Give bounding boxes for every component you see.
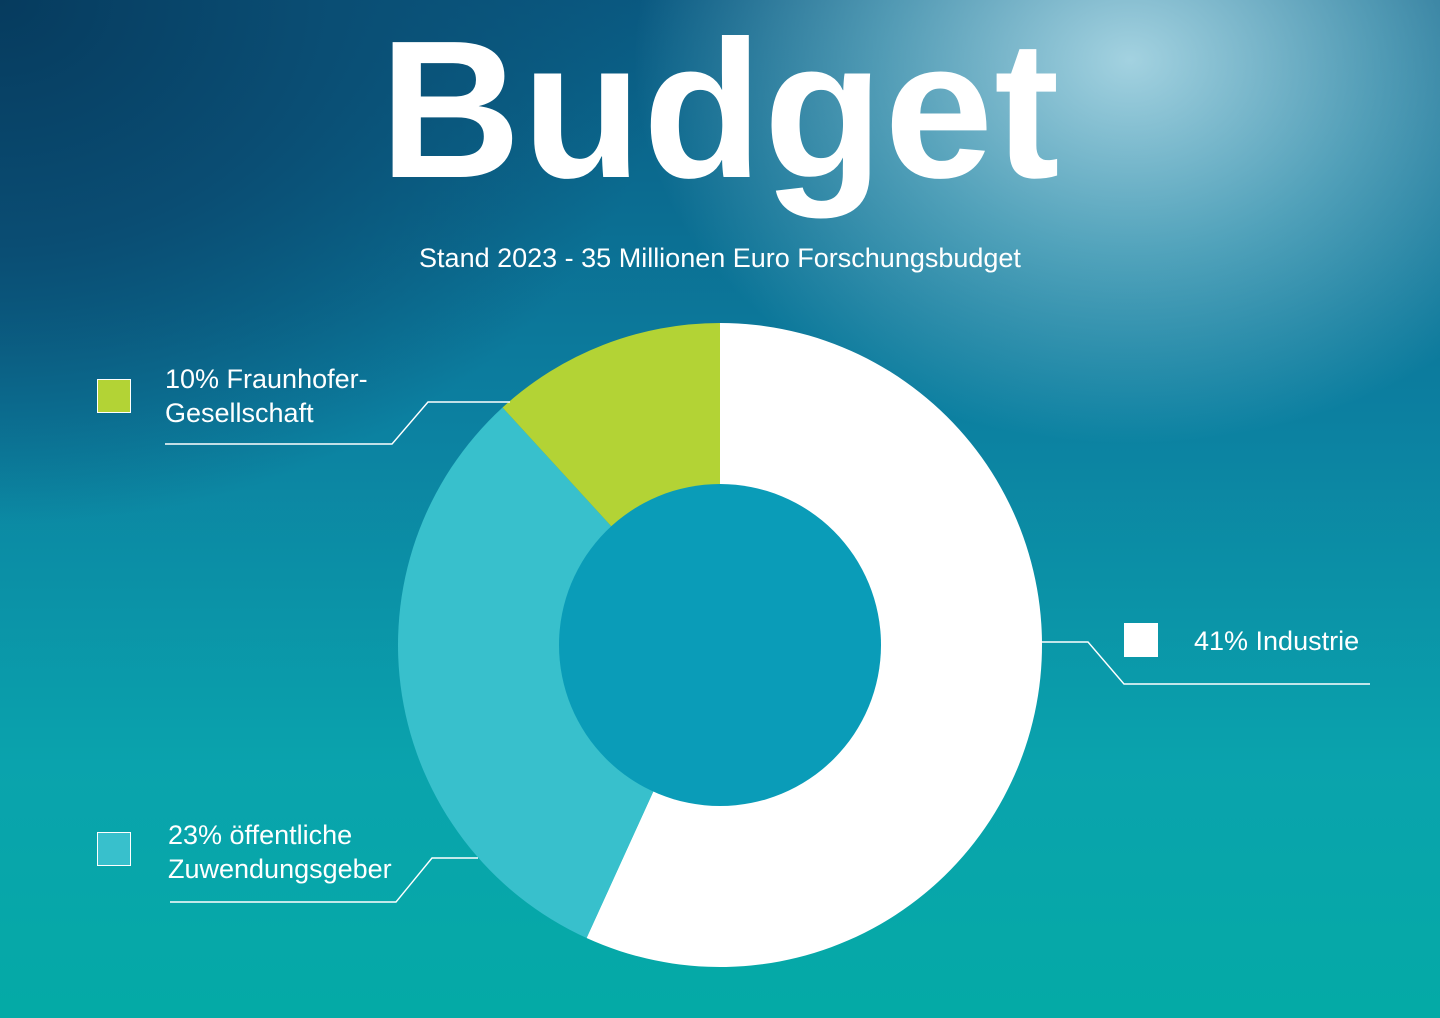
leader-lines bbox=[165, 401, 1370, 903]
chart-title: Budget bbox=[379, 0, 1061, 219]
slice-zuwendungsgeber bbox=[398, 407, 720, 939]
legend-label-industrie: 41% Industrie bbox=[1194, 626, 1360, 656]
chart-subtitle: Stand 2023 - 35 Millionen Euro Forschung… bbox=[419, 243, 1021, 273]
legend-label-zuwendungsgeber-line2: Zuwendungsgeber bbox=[168, 854, 392, 884]
legend-label-fraunhofer-line1: 10% Fraunhofer- bbox=[165, 364, 368, 394]
legend-label-fraunhofer: 10% Fraunhofer- Gesellschaft bbox=[165, 362, 368, 430]
leader-line-zuwendungsgeber bbox=[170, 857, 478, 903]
legend-swatch-industrie bbox=[1124, 623, 1158, 657]
legend-swatch-zuwendungsgeber bbox=[97, 832, 131, 866]
legend-label-zuwendungsgeber: 23% öffentliche Zuwendungsgeber bbox=[168, 818, 392, 886]
legend-swatch-fraunhofer bbox=[97, 379, 131, 413]
legend-label-fraunhofer-line2: Gesellschaft bbox=[165, 398, 314, 428]
leader-line-fraunhofer bbox=[165, 401, 510, 445]
donut-hole bbox=[559, 484, 881, 806]
legend-label-zuwendungsgeber-line1: 23% öffentliche bbox=[168, 820, 353, 850]
leader-line-industrie bbox=[1040, 641, 1370, 685]
